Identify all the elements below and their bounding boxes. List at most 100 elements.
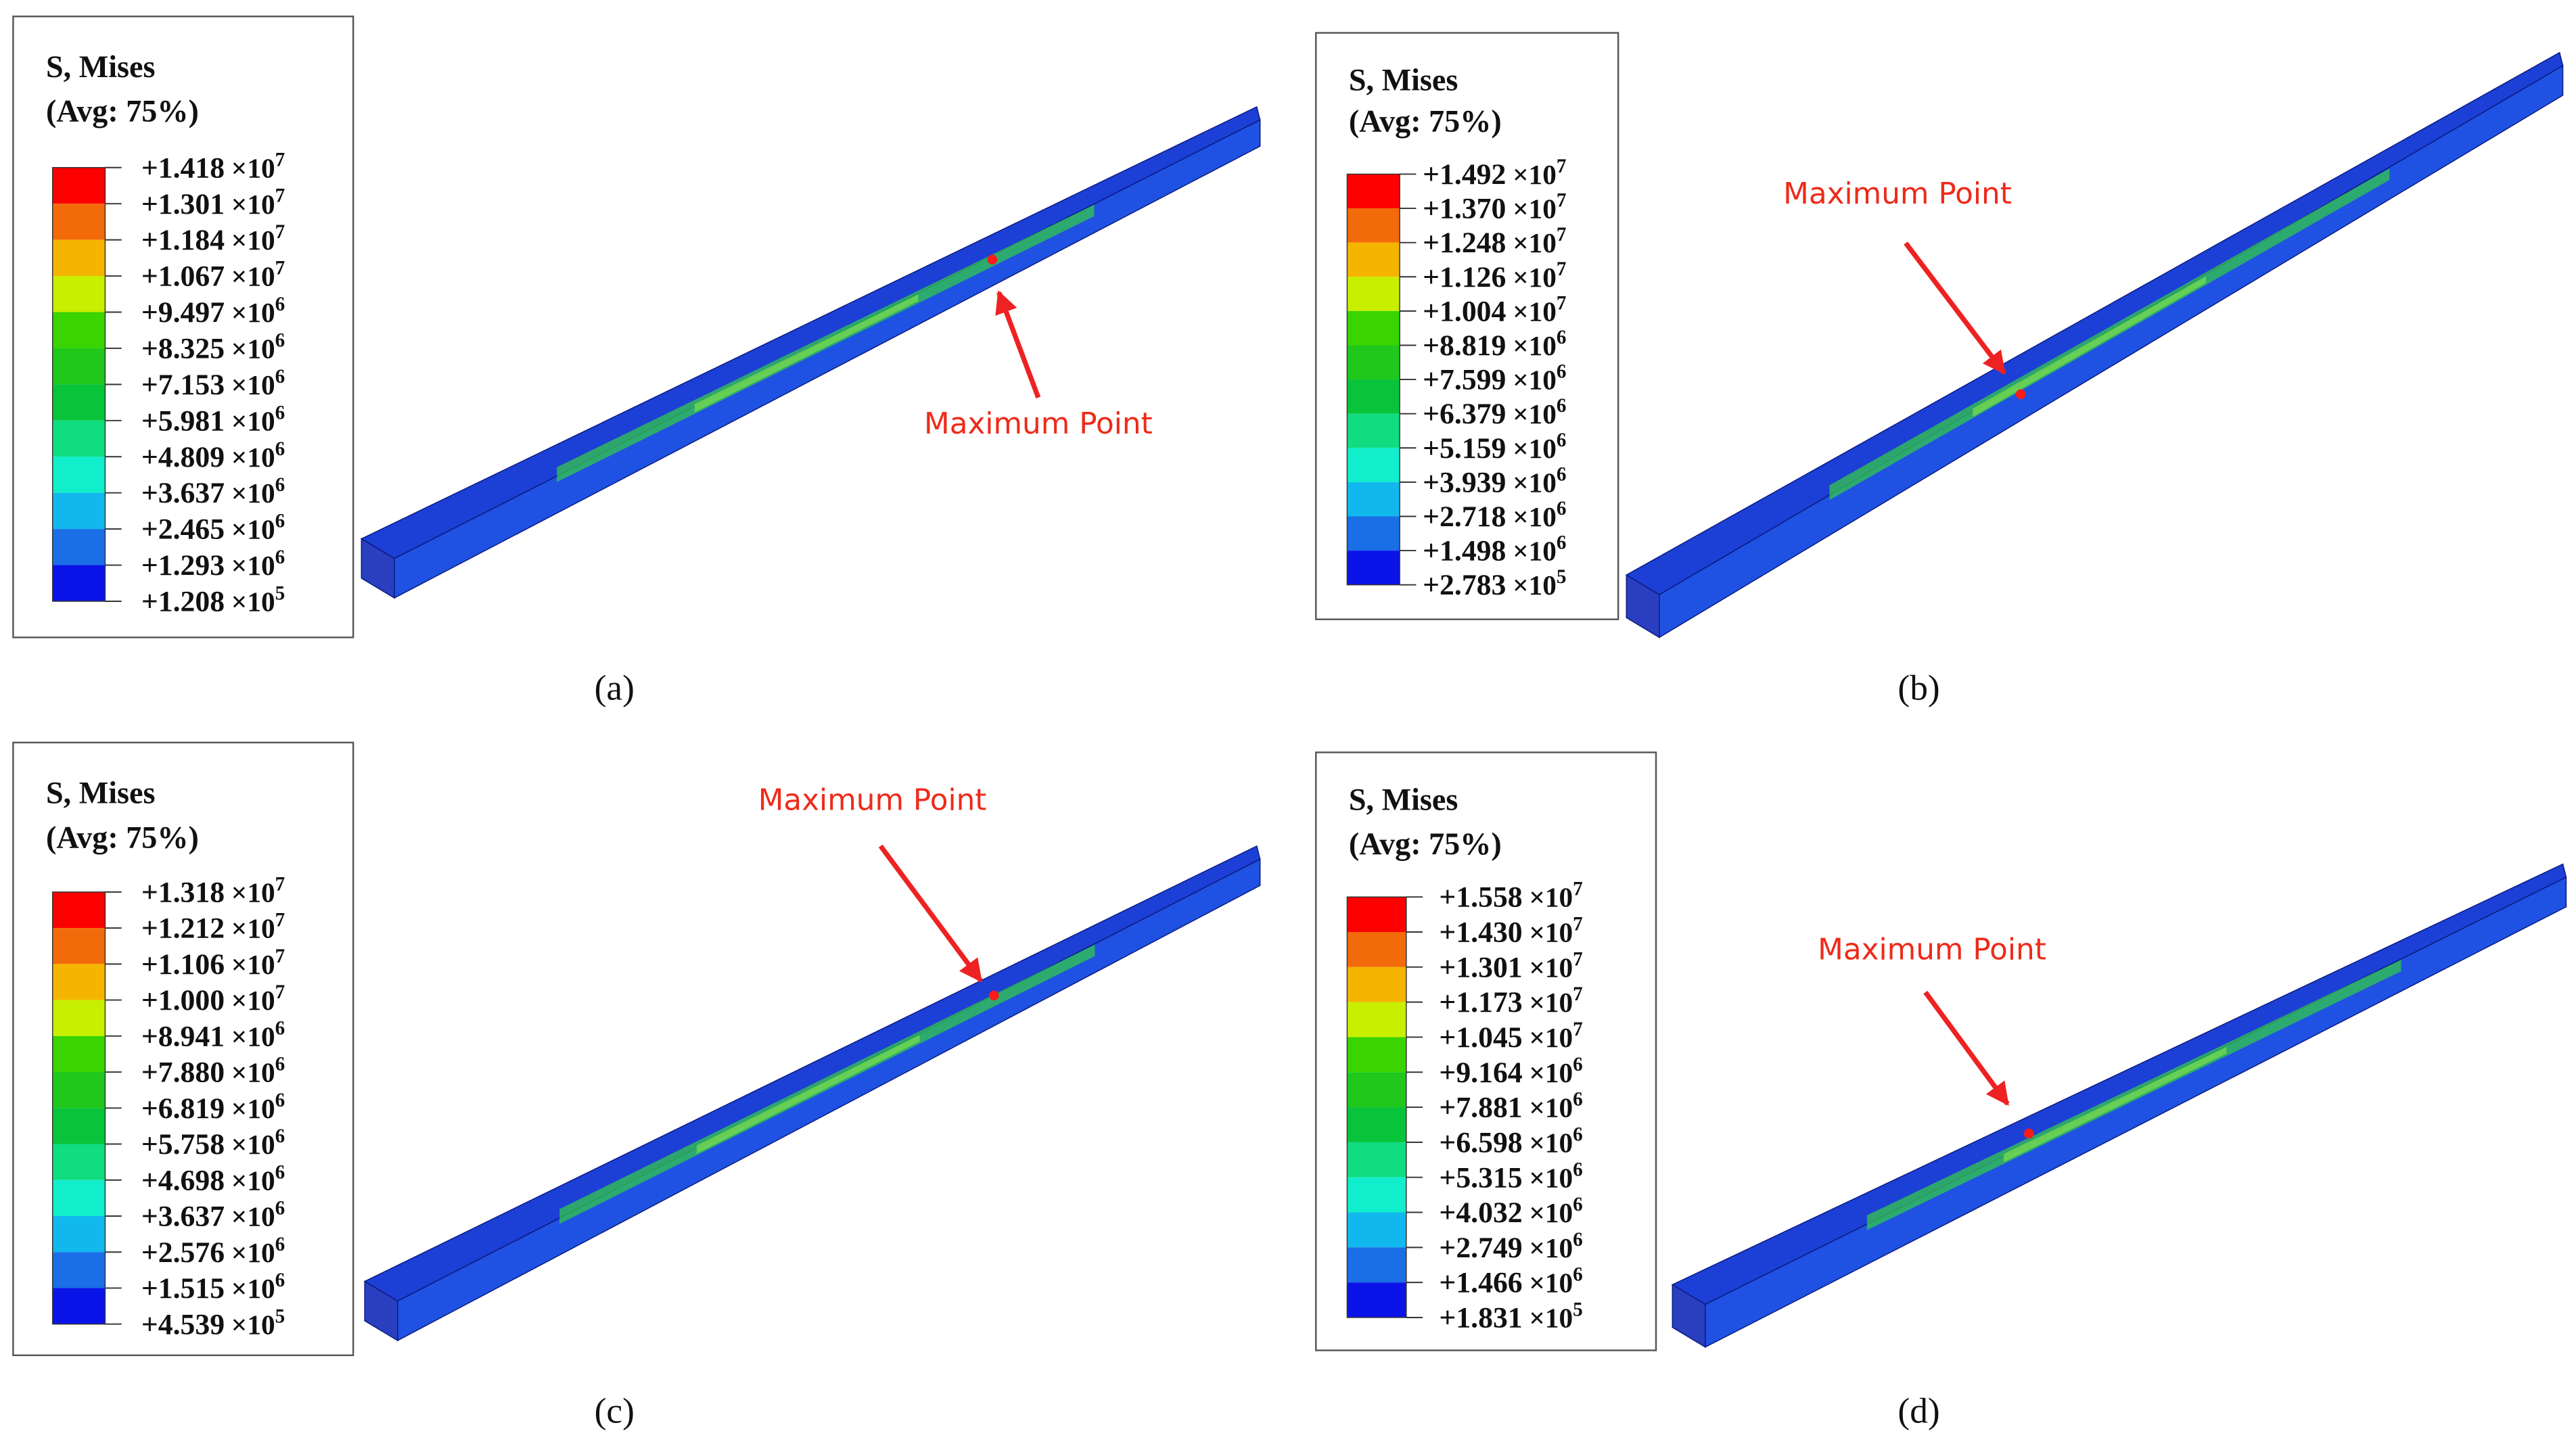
legend-band: [52, 1288, 106, 1324]
legend-mantissa: +2.576: [141, 1236, 225, 1269]
legend-exponent: 6: [1573, 1159, 1583, 1180]
max-point: [987, 254, 998, 265]
legend-exponent: 7: [275, 946, 285, 967]
legend-title: S, Mises: [1349, 63, 1458, 97]
beam-front: [394, 119, 1261, 599]
legend-exponent: 7: [1573, 914, 1583, 935]
legend-mantissa: +1.430: [1439, 916, 1522, 949]
legend-exponent: 7: [1557, 156, 1567, 177]
legend-exponent: 6: [1573, 1229, 1583, 1251]
legend-exponent: 6: [275, 366, 285, 388]
legend-times: ×10: [231, 261, 275, 292]
legend-band: [1347, 413, 1400, 448]
legend-band: [52, 420, 106, 457]
legend-times: ×10: [231, 225, 275, 256]
legend-times: ×10: [1529, 882, 1573, 913]
legend-times: ×10: [1513, 365, 1557, 396]
legend-label: +1.067 ×107: [141, 258, 285, 293]
legend-label: +1.212 ×107: [141, 910, 285, 945]
legend-times: ×10: [231, 1273, 275, 1304]
legend-times: ×10: [231, 189, 275, 220]
legend-mantissa: +1.004: [1423, 295, 1506, 327]
legend-band: [52, 204, 106, 240]
legend-exponent: 6: [1573, 1054, 1583, 1075]
legend-mantissa: +1.106: [141, 948, 225, 981]
legend-subtitle: (Avg: 75%): [1349, 826, 1502, 861]
legend-band: [1347, 1247, 1406, 1283]
legend-times: ×10: [1529, 1092, 1573, 1123]
legend-mantissa: +5.758: [141, 1128, 225, 1161]
legend-label: +2.749 ×106: [1439, 1229, 1582, 1264]
legend-mantissa: +1.212: [141, 912, 225, 945]
legend-label: +1.301 ×107: [1439, 948, 1582, 983]
legend-label: +5.981 ×106: [141, 402, 285, 437]
legend-label: +3.637 ×106: [141, 474, 285, 509]
beam-top: [1625, 51, 2564, 596]
legend-times: ×10: [231, 478, 275, 509]
legend-label: +1.430 ×107: [1439, 914, 1582, 949]
legend-mantissa: +5.315: [1439, 1161, 1522, 1194]
legend-exponent: 6: [275, 1270, 285, 1291]
legend-mantissa: +1.067: [141, 260, 225, 293]
legend-label: +2.783 ×105: [1423, 566, 1566, 601]
legend-exponent: 6: [1557, 532, 1567, 554]
beam-end: [364, 1280, 398, 1342]
legend-exponent: 5: [275, 1305, 285, 1327]
legend-exponent: 6: [275, 1161, 285, 1183]
legend-label: +7.599 ×106: [1423, 361, 1566, 396]
legend-mantissa: +1.208: [141, 586, 225, 618]
annotation: Maximum Point: [758, 783, 987, 817]
legend-label: +1.000 ×107: [141, 981, 285, 1017]
legend-mantissa: +5.981: [141, 404, 225, 437]
legend-times: ×10: [1529, 987, 1573, 1018]
legend-mantissa: +1.126: [1423, 261, 1506, 294]
legend-exponent: 6: [1557, 395, 1567, 417]
legend-times: ×10: [231, 1129, 275, 1160]
legend-band: [1347, 516, 1400, 551]
legend-mantissa: +3.939: [1423, 466, 1506, 498]
legend-band: [52, 1252, 106, 1288]
legend-band: [52, 891, 106, 929]
legend-times: ×10: [1513, 398, 1557, 429]
legend-times: ×10: [1513, 536, 1557, 567]
legend-band: [52, 1144, 106, 1180]
legend-times: ×10: [231, 369, 275, 400]
legend-label: +1.515 ×106: [141, 1270, 285, 1305]
legend-exponent: 6: [275, 546, 285, 568]
legend-band: [52, 565, 106, 601]
legend-mantissa: +1.173: [1439, 986, 1522, 1019]
beam-end: [361, 538, 395, 599]
legend-mantissa: +4.032: [1439, 1196, 1522, 1229]
legend-exponent: 7: [275, 185, 285, 207]
legend-times: ×10: [1513, 193, 1557, 225]
legend-exponent: 7: [275, 258, 285, 279]
arrow: [878, 844, 983, 983]
legend-mantissa: +7.153: [141, 369, 225, 401]
legend-mantissa: +9.164: [1439, 1056, 1522, 1089]
legend-times: ×10: [231, 913, 275, 944]
legend-times: ×10: [231, 1165, 275, 1196]
legend-mantissa: +1.293: [141, 549, 225, 582]
beam-front: [1659, 64, 2564, 638]
legend-label: +1.418 ×107: [141, 149, 285, 184]
legend-exponent: 6: [1573, 1123, 1583, 1145]
legend-times: ×10: [231, 1093, 275, 1124]
beam-top: [363, 845, 1261, 1302]
legend-label: +1.004 ×107: [1423, 292, 1566, 327]
legend-label: +9.164 ×106: [1439, 1054, 1582, 1089]
legend-mantissa: +1.370: [1423, 193, 1506, 225]
beam-end: [1626, 574, 1660, 638]
legend-times: ×10: [1513, 159, 1557, 190]
arrow: [1923, 990, 2010, 1106]
legend-exponent: 6: [275, 329, 285, 351]
legend-label: +5.315 ×106: [1439, 1159, 1582, 1194]
panel: S, Mises(Avg: 75%)+1.492 ×107+1.370 ×107+1…: [1315, 32, 2564, 708]
legend-label: +3.637 ×106: [141, 1198, 285, 1233]
legend-band: [1347, 897, 1406, 932]
legend-exponent: 7: [1573, 879, 1583, 900]
legend-times: ×10: [231, 333, 275, 364]
legend-mantissa: +8.819: [1423, 329, 1506, 362]
legend-band: [52, 529, 106, 565]
legend-label: +8.819 ×106: [1423, 327, 1566, 362]
